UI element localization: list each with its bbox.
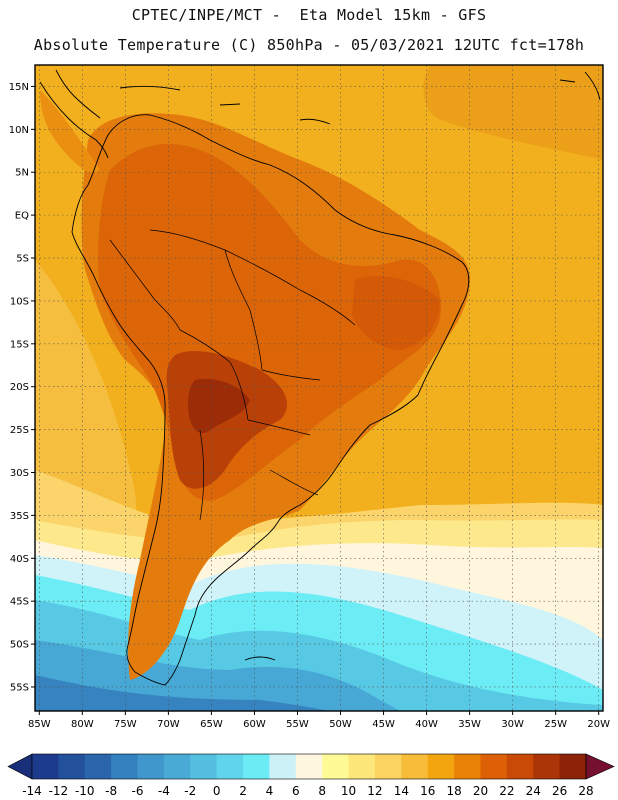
colorbar-label: 4	[266, 784, 274, 798]
colorbar-label: 8	[318, 784, 326, 798]
colorbar-swatch	[243, 754, 270, 779]
lat-label: 10N	[9, 125, 29, 136]
colorbar-label: -6	[132, 784, 144, 798]
lat-label: 30S	[10, 468, 29, 479]
map-title-line-2: Absolute Temperature (C) 850hPa - 05/03/…	[33, 36, 585, 54]
colorbar-swatch	[348, 754, 376, 779]
lat-label: 10S	[10, 296, 29, 307]
temperature-field	[35, 65, 603, 711]
lat-label: 5N	[15, 168, 29, 179]
map-frame	[34, 64, 604, 712]
colorbar-label: -2	[184, 784, 196, 798]
colorbar-swatch	[506, 754, 534, 779]
colorbar-swatch	[401, 754, 429, 779]
colorbar-swatch	[111, 754, 138, 779]
colorbar-label: 18	[446, 784, 461, 798]
colorbar-label: 24	[526, 784, 541, 798]
country-borders	[109, 229, 356, 521]
colorbar-low-arrow	[7, 753, 33, 780]
lon-label: 35W	[458, 719, 481, 730]
lon-label: 50W	[329, 719, 352, 730]
colorbar-labels: -14 -12 -10 -8 -6 -4 -2 0 2 4 6 8 10 12 14 16 18 20 22 24 26…	[22, 784, 593, 798]
lat-label: 45S	[10, 597, 29, 608]
colorbar-label: 20	[473, 784, 488, 798]
colorbar-label: -12	[49, 784, 69, 798]
colorbar-swatch	[269, 754, 297, 779]
lon-label: 30W	[501, 719, 524, 730]
colorbar-label: 16	[420, 784, 435, 798]
colorbar-label: 12	[367, 784, 382, 798]
lon-label: 65W	[200, 719, 223, 730]
colorbar-label: -8	[105, 784, 117, 798]
lat-label: 40S	[10, 554, 29, 565]
lon-label: 40W	[415, 719, 438, 730]
lat-label: 15N	[9, 82, 29, 93]
central-america-coastline	[39, 69, 109, 159]
lon-label: 20W	[587, 719, 610, 730]
lon-label: 85W	[28, 719, 51, 730]
lon-label: 80W	[71, 719, 94, 730]
ocean-northeast-region	[423, 65, 603, 160]
colorbar-label: -14	[22, 784, 42, 798]
lon-label: 25W	[544, 719, 567, 730]
lat-label: 50S	[10, 640, 29, 651]
lat-label: 20S	[10, 382, 29, 393]
lat-label: 15S	[10, 339, 29, 350]
south-america-coastline	[71, 114, 470, 686]
lon-label: 55W	[286, 719, 309, 730]
colorbar-high-arrow	[585, 753, 615, 780]
colorbar-swatch	[190, 754, 218, 779]
lat-label: 5S	[16, 254, 29, 265]
colorbar-label: 14	[394, 784, 409, 798]
colorbar-label: 26	[552, 784, 567, 798]
lon-label: 45W	[372, 719, 395, 730]
lon-label: 60W	[243, 719, 266, 730]
colorbar-label: 10	[341, 784, 356, 798]
northeast-brazil-hot-area	[352, 276, 440, 350]
colorbar-label: -4	[158, 784, 170, 798]
map-gridlines	[35, 65, 603, 711]
colorbar-swatch	[163, 754, 191, 779]
colorbar-label: 22	[499, 784, 514, 798]
lon-label: 70W	[157, 719, 180, 730]
lon-label: 75W	[114, 719, 137, 730]
temperature-colorbar	[7, 753, 615, 780]
colorbar-label: 0	[213, 784, 221, 798]
band-minus4c	[35, 675, 330, 711]
colorbar-swatch	[58, 754, 86, 779]
continent-peak-core	[188, 378, 250, 434]
caribbean-islands	[119, 71, 601, 125]
colorbar-swatch	[295, 754, 323, 779]
lat-label: 55S	[10, 682, 29, 693]
colorbar-swatch	[137, 754, 165, 779]
colorbar-swatch	[559, 754, 587, 779]
colorbar-swatch	[32, 754, 59, 779]
latitude-labels: 15N 10N 5N EQ 5S 10S 15S 20S 25S 30S 35S 40S 45S 50S 5…	[9, 82, 35, 693]
colorbar-swatch	[427, 754, 455, 779]
colorbar-swatch	[322, 754, 349, 779]
colorbar-swatch	[374, 754, 402, 779]
colorbar-swatch	[533, 754, 561, 779]
lat-label: 25S	[10, 425, 29, 436]
map-title-line-1: CPTEC/INPE/MCT - Eta Model 15km - GFS	[131, 6, 487, 24]
colorbar-swatch	[480, 754, 508, 779]
colorbar-swatch	[216, 754, 244, 779]
coastlines-and-borders	[39, 69, 601, 686]
lat-label: EQ	[15, 211, 29, 222]
colorbar-label: 2	[239, 784, 247, 798]
longitude-labels: 85W 80W 75W 70W 65W 60W 55W 50W 45W 40W 35W 30W 25W 2…	[28, 711, 610, 730]
colorbar-frame	[31, 753, 587, 780]
colorbar-label: 6	[292, 784, 300, 798]
colorbar-label: -10	[75, 784, 95, 798]
falkland-islands	[244, 656, 276, 661]
central-america-warm-area	[40, 90, 100, 173]
colorbar-swatch	[84, 754, 112, 779]
colorbar-label: 28	[578, 784, 593, 798]
colorbar-swatch	[454, 754, 481, 779]
lat-label: 35S	[10, 511, 29, 522]
